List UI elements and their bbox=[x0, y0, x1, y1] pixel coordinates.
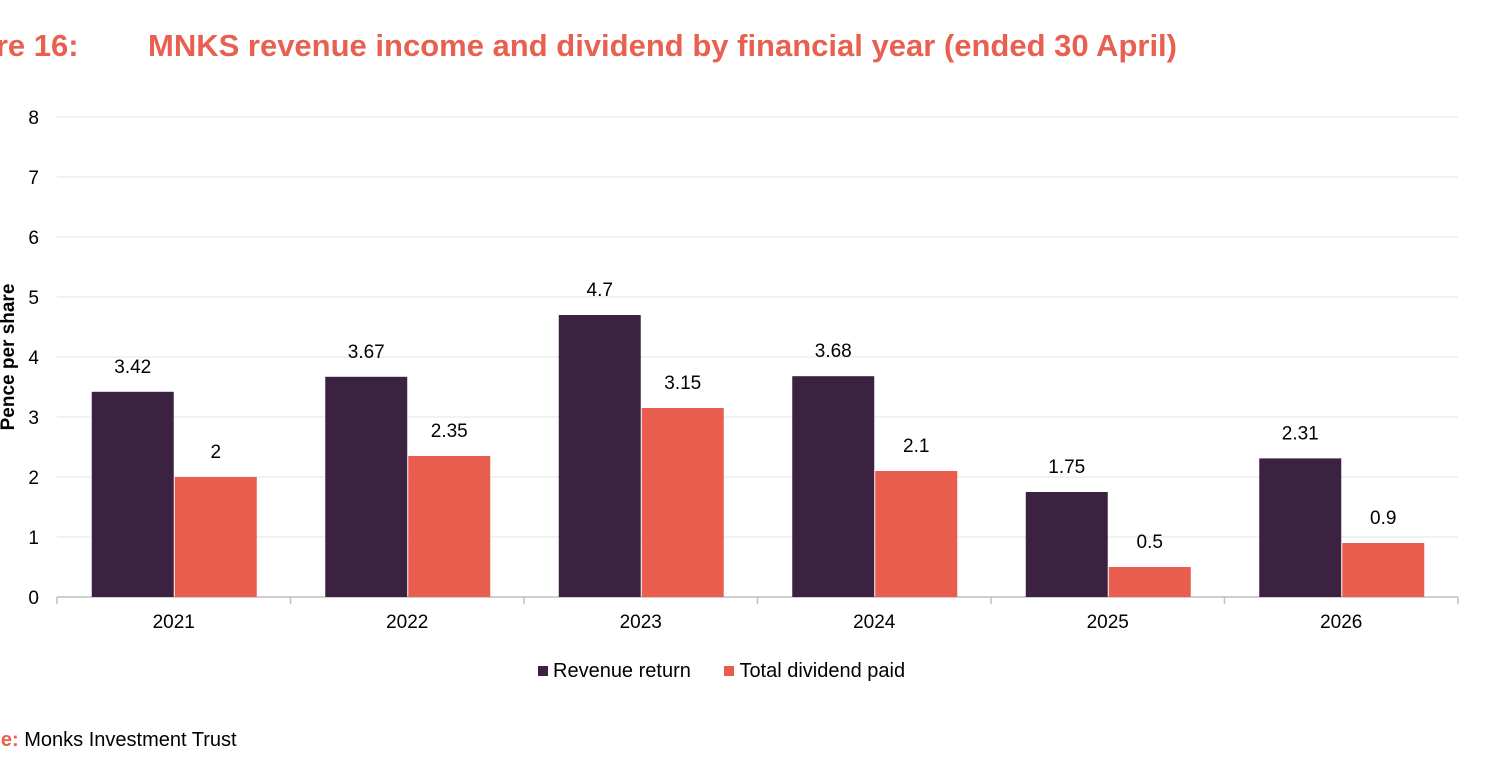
data-label: 2.31 bbox=[1282, 423, 1319, 444]
y-tick-label: 6 bbox=[28, 228, 39, 249]
legend-item-dividend: Total dividend paid bbox=[724, 660, 905, 683]
source-text: Monks Investment Trust bbox=[24, 729, 237, 751]
bar-revenue-return bbox=[1259, 458, 1342, 597]
data-label: 2 bbox=[210, 442, 221, 463]
y-tick-label: 7 bbox=[28, 168, 39, 189]
bar-total-dividend bbox=[1108, 567, 1191, 597]
y-tick-label: 0 bbox=[28, 588, 39, 609]
y-tick-label: 3 bbox=[28, 408, 39, 429]
data-label: 4.7 bbox=[587, 280, 613, 301]
x-tick-label: 2024 bbox=[853, 612, 896, 633]
legend-label-dividend: Total dividend paid bbox=[739, 660, 906, 682]
y-tick-label: 8 bbox=[28, 108, 39, 129]
x-tick-label: 2023 bbox=[620, 612, 662, 633]
legend-item-revenue: Revenue return bbox=[538, 660, 691, 683]
data-label: 3.67 bbox=[348, 342, 385, 363]
data-label: 3.15 bbox=[664, 373, 701, 394]
y-tick-label: 4 bbox=[28, 348, 39, 369]
x-tick-label: 2021 bbox=[153, 612, 195, 633]
data-label: 2.35 bbox=[431, 421, 468, 442]
x-tick-label: 2025 bbox=[1087, 612, 1129, 633]
bar-revenue-return bbox=[91, 391, 174, 597]
source-note: rce: Monks Investment Trust bbox=[0, 729, 237, 752]
source-label: rce: bbox=[0, 729, 19, 751]
data-label: 3.42 bbox=[114, 357, 151, 378]
y-tick-label: 2 bbox=[28, 468, 39, 489]
bar-total-dividend bbox=[174, 477, 257, 597]
y-tick-label: 1 bbox=[28, 528, 39, 549]
x-tick-label: 2026 bbox=[1320, 612, 1362, 633]
bar-revenue-return bbox=[325, 376, 408, 597]
bar-total-dividend bbox=[875, 471, 958, 597]
y-tick-label: 5 bbox=[28, 288, 39, 309]
data-label: 0.5 bbox=[1137, 532, 1163, 553]
bar-total-dividend bbox=[641, 408, 724, 597]
bar-revenue-return bbox=[1025, 492, 1108, 597]
data-label: 3.68 bbox=[815, 341, 852, 362]
legend-swatch-dividend bbox=[724, 666, 735, 676]
bar-total-dividend bbox=[1342, 543, 1425, 597]
bar-revenue-return bbox=[792, 376, 875, 597]
legend-label-revenue: Revenue return bbox=[553, 660, 691, 682]
y-axis-label: Pence per share bbox=[0, 284, 19, 431]
chart-title: MNKS revenue income and dividend by fina… bbox=[148, 28, 1177, 63]
bar-revenue-return bbox=[558, 315, 641, 597]
data-label: 1.75 bbox=[1048, 457, 1085, 478]
bar-total-dividend bbox=[408, 456, 491, 597]
x-tick-label: 2022 bbox=[386, 612, 428, 633]
data-label: 0.9 bbox=[1370, 508, 1396, 529]
legend: Revenue return Total dividend paid bbox=[538, 660, 933, 683]
figure-number: gure 16: bbox=[0, 28, 79, 63]
data-label: 2.1 bbox=[903, 436, 929, 457]
legend-swatch-revenue bbox=[538, 666, 548, 676]
